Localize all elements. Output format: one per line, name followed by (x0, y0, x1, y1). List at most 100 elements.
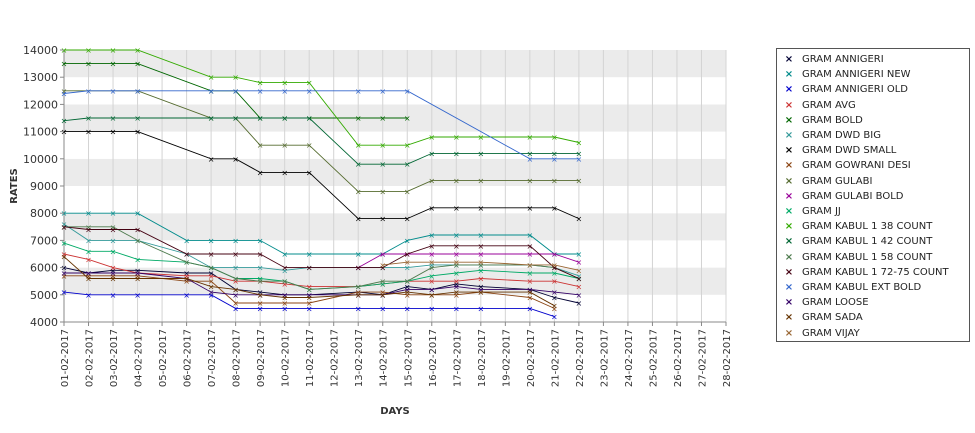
data-point: × (134, 236, 141, 245)
legend-item: × GRAM JJ (781, 204, 841, 219)
data-point: × (232, 236, 239, 245)
data-point: × (477, 242, 484, 251)
x-tick-label: 17-02-2017 (452, 329, 463, 387)
data-point: × (379, 250, 386, 259)
data-point: × (428, 285, 435, 294)
data-point: × (183, 258, 190, 267)
series-gram-kabul-1-38-count: ×××××××××××××××××× (61, 46, 583, 150)
data-point: × (110, 266, 117, 275)
data-point: × (306, 79, 313, 88)
data-point: × (281, 114, 288, 123)
data-point: × (85, 46, 92, 55)
data-point: × (281, 291, 288, 300)
data-point: × (404, 277, 411, 286)
grid-band (64, 158, 726, 186)
data-point: × (355, 291, 362, 300)
x-tick-label: 15-02-2017 (403, 329, 414, 387)
data-point: × (306, 299, 313, 308)
legend-marker-icon: × (784, 145, 794, 157)
data-point: × (527, 177, 534, 186)
data-point: × (404, 285, 411, 294)
data-point: × (257, 79, 264, 88)
legend-item: × GRAM BOLD (781, 113, 863, 128)
data-point: × (306, 283, 313, 292)
data-point: × (85, 272, 92, 281)
data-point: × (85, 236, 92, 245)
data-point: × (355, 283, 362, 292)
data-point: × (404, 87, 411, 96)
data-point: × (453, 204, 460, 213)
series-gram-jj: ×× ×× ××× × ×× × × ×× × × × ×× (61, 239, 583, 294)
x-tick-label: 10-02-2017 (281, 329, 292, 387)
data-point: × (355, 114, 362, 123)
y-tick-label: 12000 (23, 98, 58, 111)
x-tick-label: 11-02-2017 (305, 329, 316, 387)
data-point: × (551, 261, 558, 270)
legend-label: GRAM GULABI (802, 175, 873, 187)
data-point: × (355, 160, 362, 169)
data-point: × (306, 294, 313, 303)
data-point: × (576, 258, 583, 267)
x-tick-label: 05-02-2017 (158, 329, 169, 387)
data-point: × (379, 277, 386, 286)
data-point: × (257, 291, 264, 300)
data-point: × (477, 304, 484, 313)
data-point: × (527, 261, 534, 270)
data-point: × (257, 288, 264, 297)
data-point: × (208, 250, 215, 259)
x-tick-label: 22-02-2017 (575, 329, 586, 387)
data-point: × (428, 231, 435, 240)
legend-label: GRAM GOWRANI DESI (802, 160, 911, 172)
data-point: × (85, 255, 92, 264)
data-point: × (355, 291, 362, 300)
data-point: × (257, 168, 264, 177)
y-tick-label: 14000 (23, 44, 58, 57)
x-axis-label: DAYS (380, 406, 410, 417)
series-line (64, 226, 580, 290)
data-point: × (576, 283, 583, 292)
data-point: × (477, 288, 484, 297)
legend-label: GRAM SADA (802, 312, 863, 324)
data-point: × (306, 291, 313, 300)
data-point: × (428, 285, 435, 294)
series-gram-kabul-1-58-count: × × ××××× × ×× ×× ×× × × × ×× (61, 223, 583, 295)
data-point: × (477, 204, 484, 213)
series-line (64, 275, 555, 309)
legend-item: × GRAM DWD BIG (781, 128, 881, 143)
data-point: × (306, 87, 313, 96)
data-point: × (134, 87, 141, 96)
data-point: × (208, 114, 215, 123)
data-point: × (232, 274, 239, 283)
series-gram-kabul-ext-bold: × × × × × × × × × × × × × × × (61, 87, 583, 164)
data-point: × (477, 261, 484, 270)
data-point: × (576, 177, 583, 186)
y-tick-label: 9000 (30, 180, 58, 193)
data-point: × (551, 277, 558, 286)
data-point: × (379, 114, 386, 123)
data-point: × (306, 114, 313, 123)
data-point: × (232, 87, 239, 96)
data-point: × (379, 261, 386, 270)
x-tick-label: 06-02-2017 (183, 329, 194, 387)
data-point: × (355, 87, 362, 96)
data-point: × (379, 280, 386, 289)
data-point: × (183, 236, 190, 245)
data-point: × (61, 272, 68, 281)
data-point: × (306, 285, 313, 294)
y-tick-label: 4000 (30, 316, 58, 329)
legend-item: × GRAM AVG (781, 98, 856, 113)
data-point: × (85, 291, 92, 300)
x-tick-label: 19-02-2017 (501, 329, 512, 387)
data-point: × (61, 220, 68, 229)
data-point: × (85, 87, 92, 96)
data-point: × (379, 304, 386, 313)
data-point: × (527, 285, 534, 294)
y-tick-label: 8000 (30, 207, 58, 220)
legend-marker-icon: × (784, 282, 794, 293)
data-point: × (85, 114, 92, 123)
data-point: × (576, 291, 583, 300)
x-tick-label: 01-02-2017 (60, 329, 71, 387)
series-gram-sada: × × × × × × × × × × × × × × × × × × (61, 253, 558, 311)
data-point: × (281, 264, 288, 273)
